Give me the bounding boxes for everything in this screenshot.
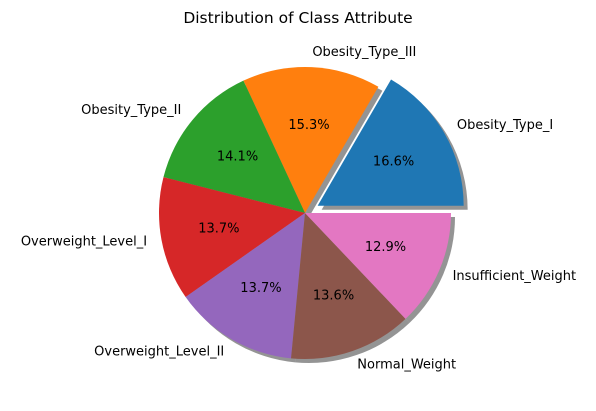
slice-label-overweight-level-ii: Overweight_Level_II — [94, 344, 224, 359]
pie-slice-normal-weight — [291, 213, 406, 359]
pie-slice-obesity-type-ii — [163, 80, 305, 214]
slice-label-normal-weight: Normal_Weight — [357, 357, 456, 372]
slice-percent-obesity-type-ii: 14.1% — [217, 150, 258, 165]
slice-label-obesity-type-i: Obesity_Type_I — [457, 118, 553, 133]
pie-slice-obesity-type-i — [317, 79, 464, 206]
pie-slice-insufficient-weight — [305, 213, 451, 319]
slice-label-insufficient-weight: Insufficient_Weight — [453, 269, 577, 284]
slice-percent-obesity-type-iii: 15.3% — [288, 118, 329, 133]
slice-label-obesity-type-iii: Obesity_Type_III — [312, 45, 416, 60]
slice-percent-normal-weight: 13.6% — [313, 288, 354, 303]
slice-percent-overweight-level-i: 13.7% — [198, 221, 239, 236]
slice-percent-overweight-level-ii: 13.7% — [240, 281, 281, 296]
pie-labels: Obesity_Type_I 16.6% Obesity_Type_III 15.3%… — [21, 45, 576, 372]
pie-slice-overweight-level-ii — [185, 213, 305, 359]
slice-percent-insufficient-weight: 12.9% — [365, 240, 406, 255]
pie-slice-overweight-level-i — [158, 177, 305, 298]
slice-percent-obesity-type-i: 16.6% — [373, 155, 414, 170]
pie-slices — [158, 67, 464, 359]
slice-label-obesity-type-ii: Obesity_Type_II — [81, 103, 181, 118]
chart-title: Distribution of Class Attribute — [183, 9, 412, 27]
slice-label-overweight-level-i: Overweight_Level_I — [21, 235, 147, 250]
pie-slice-obesity-type-iii — [243, 67, 379, 214]
